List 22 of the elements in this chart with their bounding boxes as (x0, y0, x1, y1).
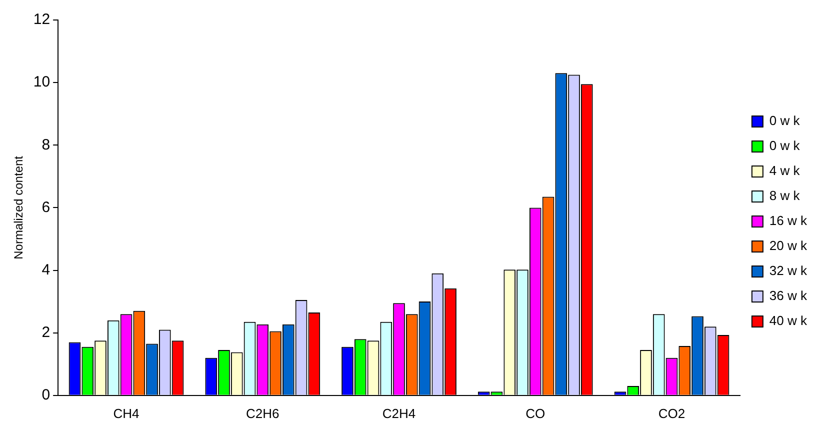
legend-label: 32 w k (769, 263, 808, 278)
legend-label: 40 w k (769, 313, 808, 328)
x-tick-label: CO (526, 406, 546, 421)
y-tick-label: 2 (42, 324, 50, 341)
x-tick-label: CH4 (113, 406, 140, 421)
legend-label: 0 w k (769, 138, 800, 154)
legend-label: 36 w k (769, 288, 808, 304)
x-tick-label: C2H6 (246, 406, 280, 421)
legend-label: 8 w k (769, 188, 800, 204)
y-tick-label: 12 (33, 11, 50, 28)
y-tick-label: 4 (42, 261, 50, 278)
y-tick-label: 6 (42, 198, 50, 216)
legend-label: 16 w k (769, 213, 808, 228)
x-tick-label: CO2 (658, 406, 686, 421)
legend-label: 4 w k (769, 163, 800, 178)
y-axis-title: Normalized content (12, 155, 26, 260)
y-tick-label: 8 (42, 136, 50, 154)
y-tick-label: 0 (42, 386, 50, 404)
legend-label: 0 w k (769, 113, 800, 128)
legend-label: 20 w k (769, 238, 808, 254)
y-tick-label: 10 (33, 74, 50, 91)
x-tick-label: C2H4 (382, 406, 416, 421)
